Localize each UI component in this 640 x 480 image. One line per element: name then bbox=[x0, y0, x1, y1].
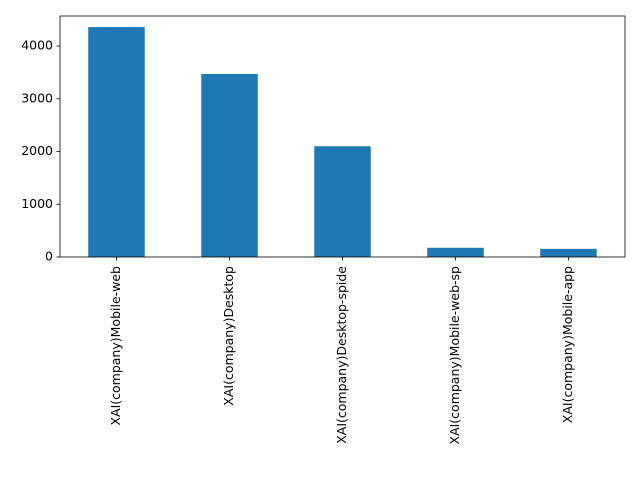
bar bbox=[88, 27, 145, 257]
y-tick-label: 4000 bbox=[21, 38, 53, 53]
y-tick-label: 0 bbox=[45, 249, 53, 264]
bar bbox=[540, 248, 597, 257]
bar bbox=[201, 74, 258, 257]
x-tick-label: XAI(company)Mobile-web-sp bbox=[447, 266, 462, 445]
x-tick-label: XAI(company)Mobile-web bbox=[108, 266, 123, 426]
y-tick-label: 1000 bbox=[21, 196, 53, 211]
x-tick-label: XAI(company)Mobile-app bbox=[560, 266, 575, 423]
x-tick-label: XAI(company)Desktop-spide bbox=[334, 266, 349, 444]
bar bbox=[427, 247, 484, 257]
x-tick-label: XAI(company)Desktop bbox=[221, 266, 236, 406]
bar bbox=[314, 146, 371, 257]
plot-frame bbox=[59, 15, 626, 258]
y-tick-label: 2000 bbox=[21, 143, 53, 158]
y-tick-label: 3000 bbox=[21, 90, 53, 105]
